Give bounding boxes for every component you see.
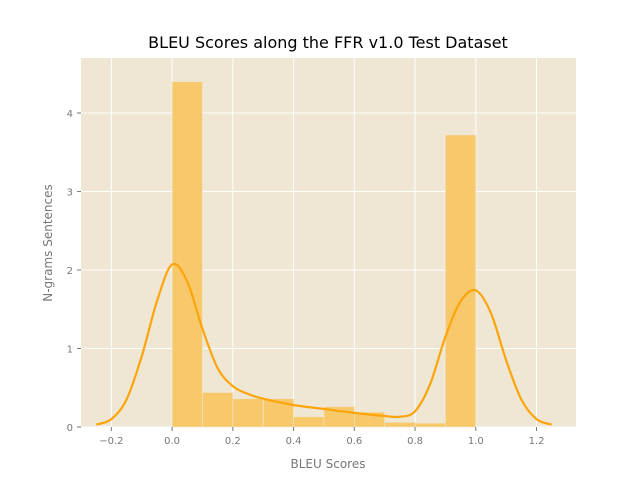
histogram-bar [414,422,446,428]
x-tick-label: 1.2 [529,436,545,447]
x-tick-label: 0.0 [164,436,180,447]
y-tick-label: 3 [67,187,73,198]
x-axis-label: BLEU Scores [291,457,366,471]
histogram-bar [232,398,264,428]
x-tick-label: 0.6 [346,436,362,447]
y-tick-label: 0 [67,423,73,434]
kde-density-line [95,262,553,426]
histogram-bar [445,134,477,428]
x-tick-label: 0.4 [286,436,302,447]
plot-area [81,58,576,427]
histogram-bar [171,81,203,428]
chart-title: BLEU Scores along the FFR v1.0 Test Data… [148,33,508,52]
x-tick-label: −0.2 [99,436,123,447]
y-axis-label: N-grams Sentences [41,184,55,302]
histogram-bar [293,416,325,428]
y-tick-label: 4 [67,109,73,120]
histogram-bar [202,392,234,428]
histogram-bar [384,421,416,428]
x-tick-label: 1.0 [468,436,484,447]
x-tick-label: 0.2 [225,436,241,447]
y-tick-label: 2 [67,266,73,277]
y-tick-label: 1 [67,344,73,355]
x-tick-label: 0.8 [407,436,423,447]
